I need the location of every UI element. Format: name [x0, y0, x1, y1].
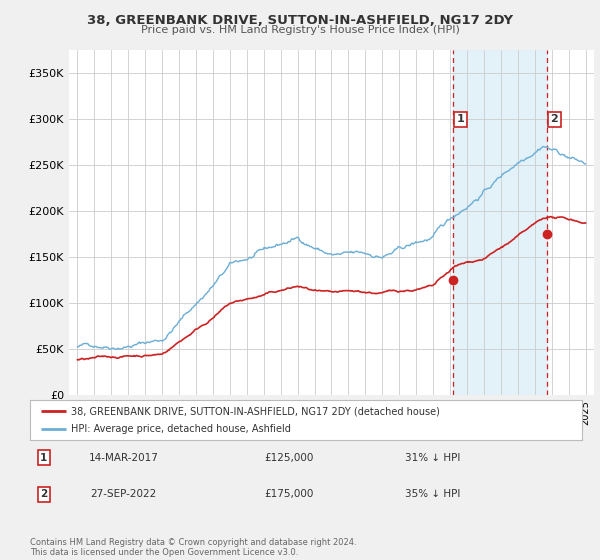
Text: 27-SEP-2022: 27-SEP-2022 — [91, 489, 157, 499]
Text: 1: 1 — [457, 114, 464, 124]
Text: 31% ↓ HPI: 31% ↓ HPI — [405, 453, 461, 463]
Text: 14-MAR-2017: 14-MAR-2017 — [89, 453, 159, 463]
Text: 2: 2 — [550, 114, 558, 124]
Text: £125,000: £125,000 — [265, 453, 314, 463]
Text: £175,000: £175,000 — [265, 489, 314, 499]
Text: Contains HM Land Registry data © Crown copyright and database right 2024.
This d: Contains HM Land Registry data © Crown c… — [30, 538, 356, 557]
Text: 1: 1 — [40, 453, 47, 463]
Text: Price paid vs. HM Land Registry's House Price Index (HPI): Price paid vs. HM Land Registry's House … — [140, 25, 460, 35]
Text: HPI: Average price, detached house, Ashfield: HPI: Average price, detached house, Ashf… — [71, 423, 291, 433]
Text: 35% ↓ HPI: 35% ↓ HPI — [405, 489, 461, 499]
Text: 38, GREENBANK DRIVE, SUTTON-IN-ASHFIELD, NG17 2DY (detached house): 38, GREENBANK DRIVE, SUTTON-IN-ASHFIELD,… — [71, 407, 440, 417]
Text: 2: 2 — [40, 489, 47, 499]
Bar — [454, 50, 547, 395]
Text: 38, GREENBANK DRIVE, SUTTON-IN-ASHFIELD, NG17 2DY: 38, GREENBANK DRIVE, SUTTON-IN-ASHFIELD,… — [87, 14, 513, 27]
